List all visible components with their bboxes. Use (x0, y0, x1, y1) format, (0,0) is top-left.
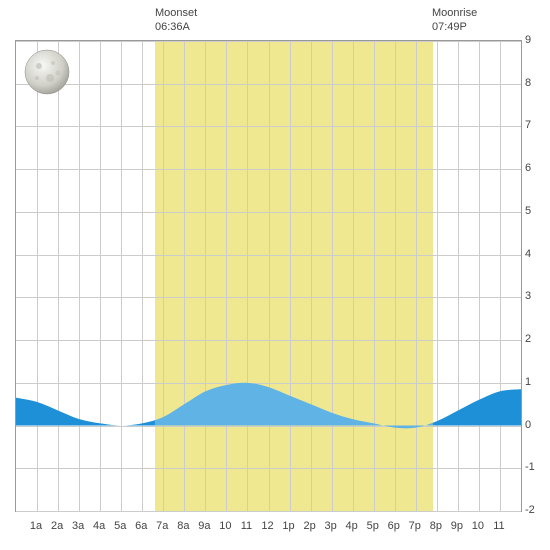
x-tick-label: 5a (114, 520, 126, 532)
x-tick-label: 9p (451, 520, 463, 532)
x-tick-label: 7a (156, 520, 168, 532)
x-tick-label: 6a (135, 520, 147, 532)
x-tick-label: 7p (409, 520, 421, 532)
tide-chart-container: Moonset 06:36A Moonrise 07:49P 1a 2a 3a 4a 5… (0, 0, 550, 550)
chart-plot-area (15, 40, 522, 512)
y-tick-label: 7 (525, 119, 531, 131)
x-tick-label: 10 (219, 520, 231, 532)
x-tick-label: 11 (493, 520, 504, 532)
y-tick-label: 6 (525, 162, 531, 174)
x-tick-label: 12 (261, 520, 273, 532)
x-tick-label: 11 (241, 520, 252, 532)
moonrise-label: Moonrise 07:49P (432, 6, 477, 35)
x-tick-label: 4p (346, 520, 358, 532)
x-tick-label: 3a (72, 520, 84, 532)
tide-area-curve (16, 41, 521, 511)
y-tick-label: 9 (525, 34, 531, 46)
x-tick-label: 2p (303, 520, 315, 532)
y-tick-label: 5 (525, 205, 531, 217)
moonset-title: Moonset (155, 7, 197, 19)
y-tick-label: -2 (525, 504, 535, 516)
y-tick-label: 4 (525, 248, 531, 260)
moonset-time: 06:36A (155, 21, 190, 33)
x-tick-label: 8a (177, 520, 189, 532)
x-tick-label: 8p (430, 520, 442, 532)
moonrise-title: Moonrise (432, 7, 477, 19)
x-tick-label: 1a (30, 520, 42, 532)
grid-line-h (16, 511, 521, 512)
y-tick-label: 3 (525, 290, 531, 302)
y-tick-label: 2 (525, 333, 531, 345)
x-tick-label: 10 (472, 520, 484, 532)
y-tick-label: 1 (525, 376, 531, 388)
x-tick-label: 1p (282, 520, 294, 532)
x-tick-label: 3p (325, 520, 337, 532)
x-tick-label: 9a (198, 520, 210, 532)
x-tick-label: 4a (93, 520, 105, 532)
moonset-label: Moonset 06:36A (155, 6, 197, 35)
moon-phase-icon (23, 48, 71, 96)
y-tick-label: 0 (525, 419, 531, 431)
x-tick-label: 2a (51, 520, 63, 532)
x-tick-label: 5p (367, 520, 379, 532)
y-tick-label: 8 (525, 77, 531, 89)
x-tick-label: 6p (388, 520, 400, 532)
moonrise-time: 07:49P (432, 21, 467, 33)
y-tick-label: -1 (525, 461, 535, 473)
